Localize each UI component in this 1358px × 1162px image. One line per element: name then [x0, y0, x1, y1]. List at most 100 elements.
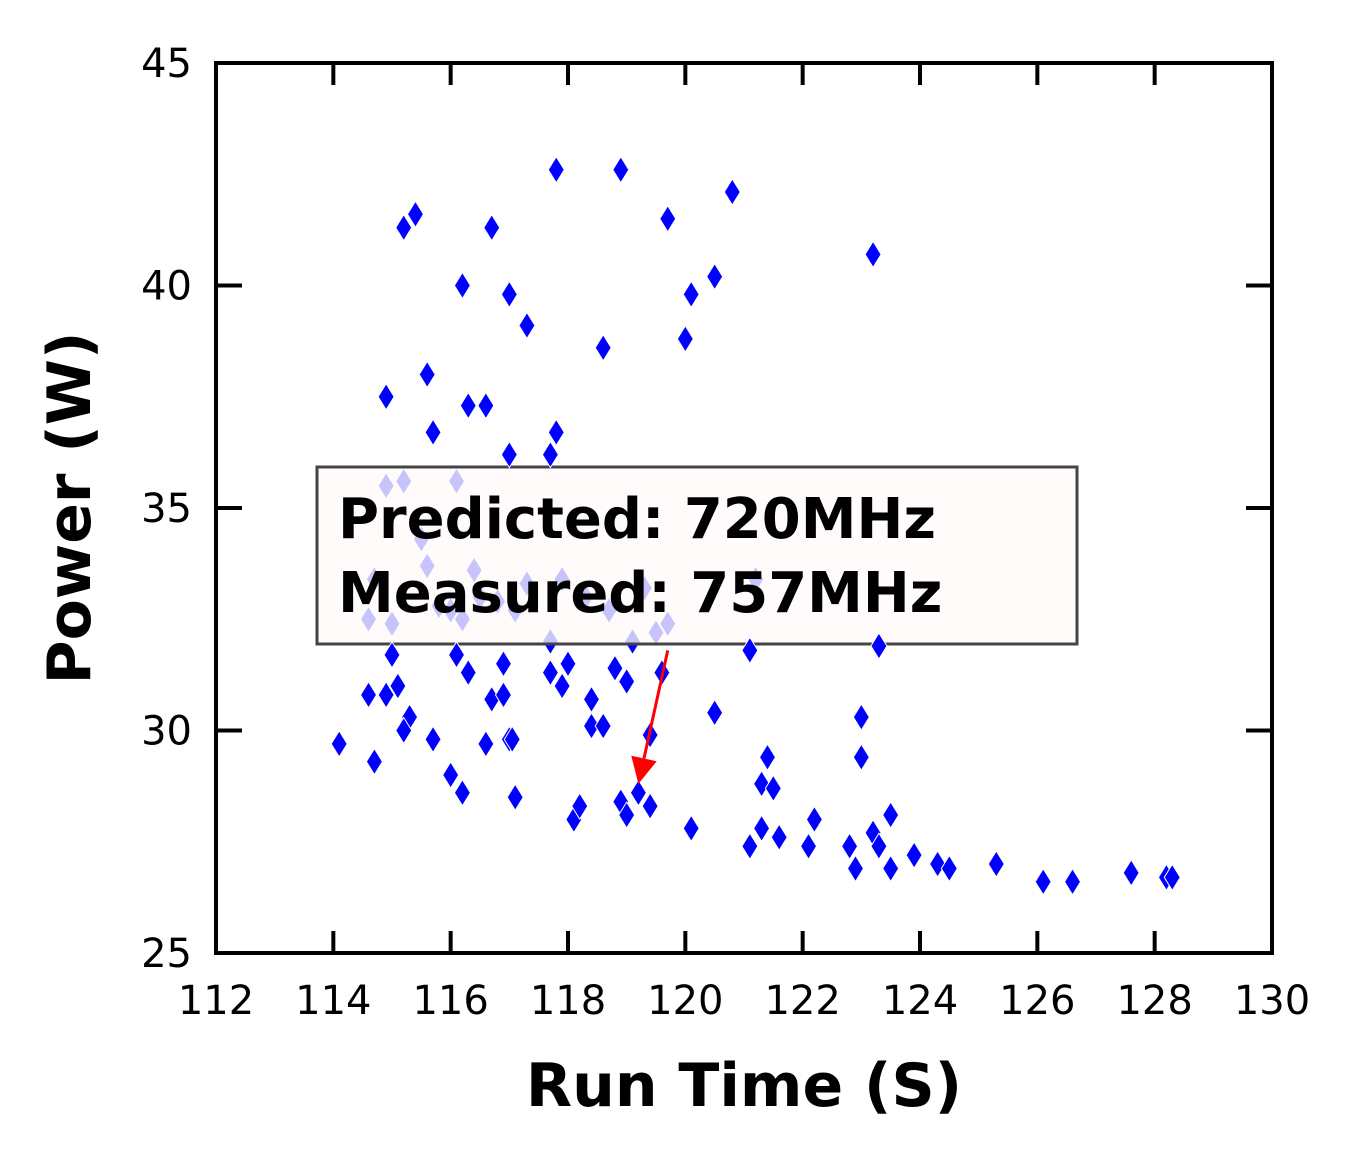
- data-point: [706, 262, 724, 291]
- data-point: [553, 672, 571, 700]
- data-point: [753, 814, 771, 843]
- data-point: [453, 778, 471, 807]
- data-point: [864, 240, 882, 269]
- data-point: [870, 631, 888, 660]
- x-axis-label: Run Time (S): [526, 1051, 962, 1121]
- y-tick-label: 35: [141, 486, 192, 532]
- y-tick-label: 45: [141, 41, 192, 87]
- arrow-shaft: [642, 650, 670, 759]
- data-point: [882, 854, 900, 883]
- data-point: [846, 854, 865, 883]
- data-point: [389, 672, 407, 700]
- data-point: [676, 324, 694, 353]
- data-point: [395, 716, 413, 745]
- data-point: [459, 658, 477, 687]
- data-point: [870, 832, 888, 861]
- data-point: [987, 850, 1005, 878]
- data-point: [682, 814, 700, 843]
- data-point: [852, 743, 870, 772]
- data-point: [500, 280, 518, 309]
- data-point: [799, 832, 818, 861]
- annotation-predicted-text: Predicted: 720MHz: [338, 487, 936, 552]
- y-tick-label: 30: [141, 709, 192, 755]
- data-point: [547, 155, 565, 184]
- data-point: [1122, 858, 1140, 887]
- data-point: [453, 271, 471, 300]
- data-point: [682, 280, 700, 309]
- data-point: [483, 213, 501, 242]
- x-tick-label: 128: [1116, 978, 1192, 1024]
- data-point: [424, 725, 442, 754]
- data-point: [1034, 867, 1052, 896]
- data-point: [706, 698, 724, 727]
- data-point: [494, 649, 513, 678]
- data-point: [541, 658, 559, 687]
- data-point: [805, 805, 823, 834]
- data-point: [483, 685, 501, 714]
- data-point: [594, 333, 612, 362]
- data-point: [1063, 867, 1082, 896]
- data-point: [447, 640, 466, 669]
- data-point: [500, 440, 518, 469]
- data-point: [424, 418, 442, 447]
- data-point: [395, 213, 413, 242]
- data-point: [547, 418, 565, 447]
- data-point: [377, 680, 395, 709]
- ticks-layer: 112 114 116 118 120 122 124 126 128 130 25 30 35 40 45: [141, 41, 1310, 1024]
- data-point: [764, 774, 782, 803]
- data-point: [359, 680, 378, 709]
- data-point: [612, 155, 630, 184]
- data-point: [330, 729, 348, 758]
- data-point: [741, 636, 759, 665]
- data-point: [741, 832, 759, 861]
- data-point: [442, 761, 460, 789]
- x-tick-label: 116: [412, 978, 488, 1024]
- data-point: [618, 667, 636, 696]
- x-tick-label: 112: [178, 978, 254, 1024]
- x-tick-label: 122: [764, 978, 840, 1024]
- annotation-box: [315, 465, 1079, 646]
- x-tick-label: 120: [647, 978, 723, 1024]
- annotation-layer: Predicted: 720MHz Measured: 757MHz: [315, 465, 1079, 646]
- data-point: [770, 823, 788, 852]
- data-point: [723, 178, 741, 207]
- data-point: [503, 725, 521, 754]
- data-point: [477, 391, 495, 420]
- data-point: [377, 382, 395, 411]
- data-point: [852, 703, 870, 732]
- data-point: [582, 685, 601, 714]
- data-point: [518, 311, 536, 340]
- data-point: [1163, 863, 1181, 892]
- y-axis-label: Power (W): [35, 332, 105, 685]
- data-point: [753, 769, 771, 798]
- data-point: [383, 640, 401, 669]
- data-point: [571, 792, 589, 821]
- data-point: [905, 841, 923, 870]
- data-point: [494, 680, 513, 709]
- data-point: [940, 854, 958, 883]
- data-point: [406, 200, 425, 229]
- annotation-arrow: [631, 650, 670, 784]
- data-point: [365, 747, 383, 776]
- arrow-head: [631, 755, 657, 784]
- data-point: [477, 729, 495, 758]
- data-point: [929, 850, 947, 878]
- data-point: [582, 712, 601, 741]
- data-point: [618, 801, 636, 830]
- data-point: [418, 360, 436, 389]
- data-point: [641, 792, 659, 821]
- data-point: [882, 801, 900, 830]
- data-point: [758, 743, 777, 772]
- data-point: [559, 649, 577, 678]
- data-point: [541, 440, 559, 469]
- x-tick-label: 126: [999, 978, 1075, 1024]
- data-point: [606, 654, 624, 683]
- data-point: [841, 832, 859, 861]
- annotation-measured-text: Measured: 757MHz: [338, 561, 942, 626]
- points-layer: [330, 155, 1181, 896]
- x-tick-label: 114: [295, 978, 371, 1024]
- data-point: [659, 204, 677, 233]
- y-tick-label: 25: [141, 931, 192, 977]
- x-tick-label: 124: [882, 978, 958, 1024]
